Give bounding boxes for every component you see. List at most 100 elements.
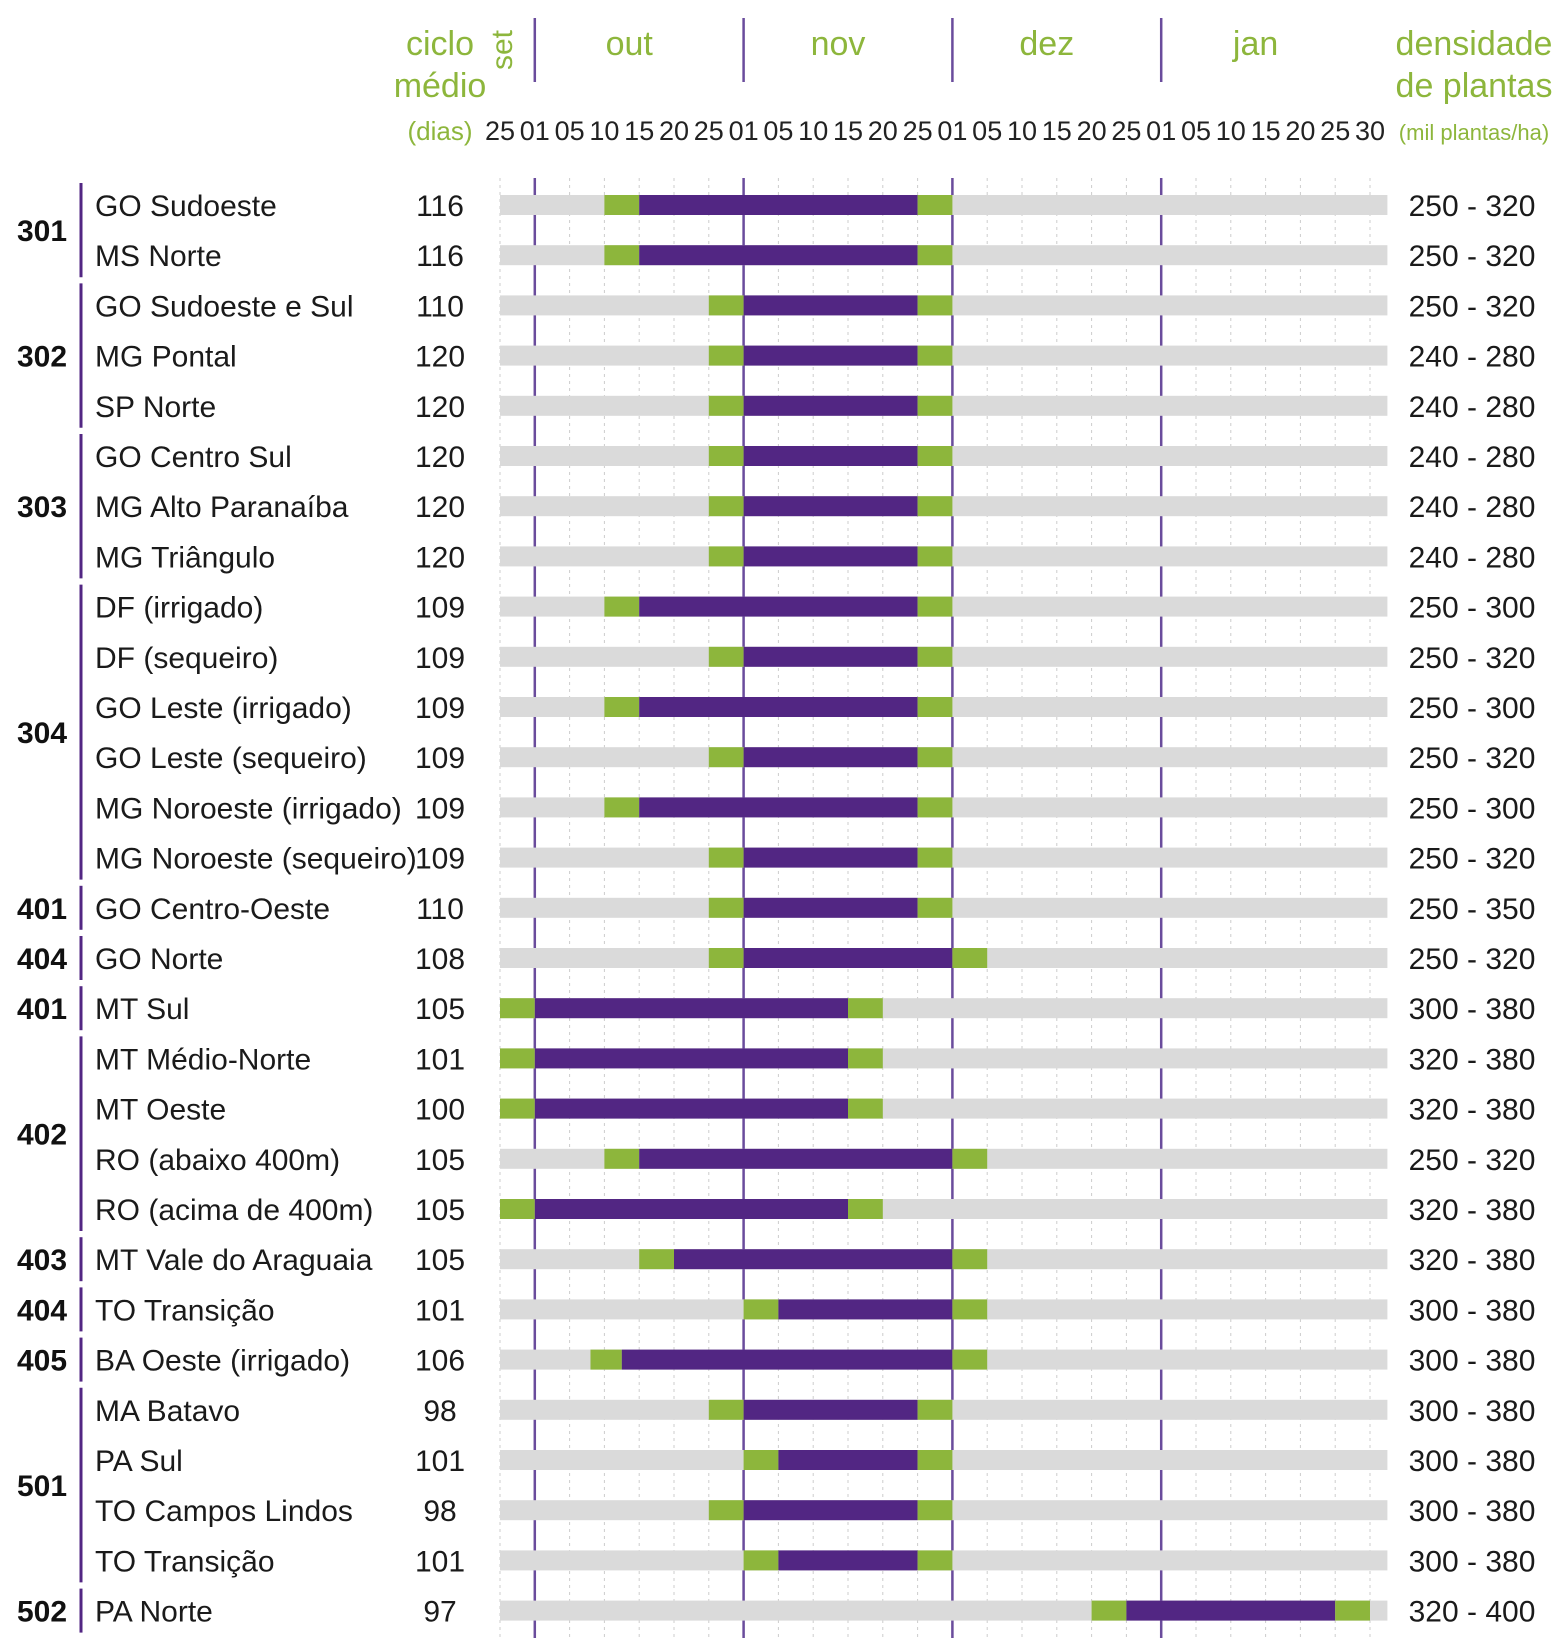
bar-green-segment <box>708 446 744 466</box>
tick-label: 20 <box>868 116 898 146</box>
bar-green-segment <box>952 1148 988 1169</box>
bar-green-segment <box>708 1500 744 1521</box>
bar-green-segment <box>639 1249 674 1270</box>
bar-green-segment <box>708 496 744 517</box>
ciclo-value: 105 <box>415 1144 465 1177</box>
region-label: MG Noroeste (irrigado) <box>95 792 402 825</box>
bar-green-segment <box>743 1450 779 1470</box>
ciclo-value: 120 <box>415 441 465 474</box>
group-label: 303 <box>17 491 67 524</box>
bar-green-segment <box>917 847 953 868</box>
bar-purple-segment <box>743 646 918 667</box>
region-label: PA Sul <box>95 1445 183 1478</box>
densidade-value: 240 - 280 <box>1409 341 1536 374</box>
bar-purple-segment <box>743 897 918 918</box>
ciclo-value: 101 <box>415 1043 465 1076</box>
bar-purple-segment <box>639 596 918 617</box>
tick-label: 20 <box>1285 116 1315 146</box>
bar-green-segment <box>708 295 744 316</box>
ciclo-header-unit: (dias) <box>407 116 472 146</box>
month-label-dez: dez <box>1019 25 1074 63</box>
region-label: GO Centro-Oeste <box>95 893 330 926</box>
bar-purple-segment <box>743 1500 918 1521</box>
group-label: 404 <box>17 943 67 976</box>
bar-green-segment <box>604 1148 640 1169</box>
region-label: GO Norte <box>95 943 223 976</box>
bar-purple-segment <box>778 1550 918 1571</box>
region-label: MS Norte <box>95 240 222 273</box>
bar-purple-segment <box>639 195 918 215</box>
bar-green-segment <box>917 1550 953 1571</box>
bar-purple-segment <box>743 1399 918 1420</box>
ciclo-value: 120 <box>415 491 465 524</box>
tick-label: 30 <box>1355 116 1385 146</box>
ciclo-value: 105 <box>415 993 465 1026</box>
ciclo-value: 101 <box>415 1294 465 1327</box>
bar-purple-segment <box>743 345 918 366</box>
month-label-jan: jan <box>1232 25 1278 63</box>
densidade-value: 250 - 320 <box>1409 943 1536 976</box>
bar-purple-segment <box>534 1098 848 1119</box>
ciclo-value: 98 <box>423 1395 456 1428</box>
region-label: MT Sul <box>95 993 189 1026</box>
bar-green-segment <box>500 1199 535 1219</box>
ciclo-value: 116 <box>416 240 464 273</box>
bar-green-segment <box>848 998 883 1019</box>
bar-purple-segment <box>778 1299 953 1320</box>
bar-green-segment <box>590 1349 622 1370</box>
group-label: 501 <box>17 1470 67 1503</box>
densidade-value: 300 - 380 <box>1409 1395 1536 1428</box>
ciclo-value: 109 <box>415 592 465 625</box>
ciclo-header-line1: ciclo <box>406 25 474 63</box>
bar-green-segment <box>917 546 953 567</box>
region-label: GO Centro Sul <box>95 441 292 474</box>
densidade-value: 320 - 380 <box>1409 1043 1536 1076</box>
tick-label: 01 <box>520 116 550 146</box>
region-label: GO Leste (sequeiro) <box>95 742 367 775</box>
densidade-value: 250 - 300 <box>1409 592 1536 625</box>
region-label: TO Transição <box>95 1545 275 1578</box>
ciclo-value: 106 <box>415 1345 465 1378</box>
ciclo-value: 109 <box>415 692 465 725</box>
densidade-header-unit: (mil plantas/ha) <box>1399 120 1549 145</box>
ciclo-value: 120 <box>415 391 465 424</box>
tick-label: 15 <box>833 116 863 146</box>
region-label: BA Oeste (irrigado) <box>95 1345 350 1378</box>
tick-label: 25 <box>1111 116 1141 146</box>
region-label: GO Leste (irrigado) <box>95 692 352 725</box>
bar-purple-segment <box>534 1199 848 1219</box>
tick-label: 15 <box>1251 116 1281 146</box>
tick-label: 01 <box>937 116 967 146</box>
region-label: GO Sudoeste <box>95 190 277 223</box>
bar-green-segment <box>917 195 953 215</box>
ciclo-value: 110 <box>416 290 464 323</box>
region-label: RO (abaixo 400m) <box>95 1144 340 1177</box>
densidade-value: 240 - 280 <box>1409 441 1536 474</box>
group-label: 401 <box>17 993 67 1026</box>
bar-purple-segment <box>639 697 918 717</box>
densidade-value: 250 - 320 <box>1409 1144 1536 1177</box>
ciclo-value: 105 <box>415 1194 465 1227</box>
bar-green-segment <box>917 596 953 617</box>
tick-label: 25 <box>694 116 724 146</box>
bar-green-segment <box>917 1450 953 1470</box>
month-label-out: out <box>606 25 654 63</box>
tick-label: 05 <box>972 116 1002 146</box>
bar-green-segment <box>708 897 744 918</box>
bar-purple-segment <box>743 496 918 517</box>
ciclo-value: 109 <box>415 742 465 775</box>
bar-green-segment <box>917 245 953 266</box>
bar-purple-segment <box>743 948 953 968</box>
densidade-value: 300 - 380 <box>1409 1294 1536 1327</box>
densidade-value: 250 - 320 <box>1409 742 1536 775</box>
bar-green-segment <box>917 897 953 918</box>
ciclo-value: 110 <box>416 893 464 926</box>
bars-layer <box>500 195 1388 1621</box>
densidade-value: 320 - 380 <box>1409 1094 1536 1127</box>
densidade-value: 250 - 320 <box>1409 642 1536 675</box>
bar-purple-segment <box>743 395 918 416</box>
bar-green-segment <box>708 948 744 968</box>
region-label: GO Sudoeste e Sul <box>95 290 354 323</box>
month-label-nov: nov <box>811 25 866 63</box>
group-label: 404 <box>17 1294 67 1327</box>
